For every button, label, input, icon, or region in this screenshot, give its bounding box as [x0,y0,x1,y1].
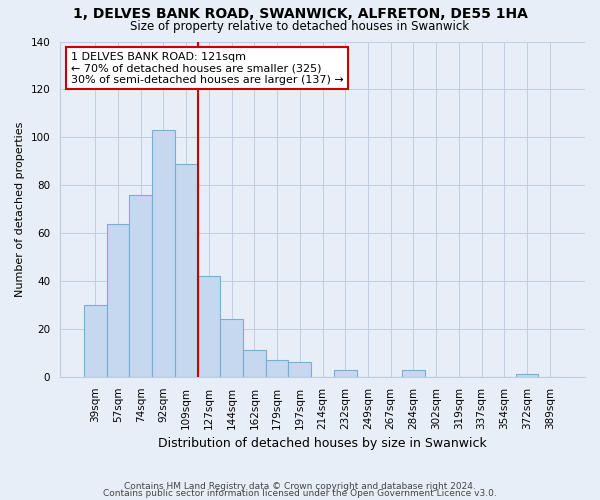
X-axis label: Distribution of detached houses by size in Swanwick: Distribution of detached houses by size … [158,437,487,450]
Text: Size of property relative to detached houses in Swanwick: Size of property relative to detached ho… [130,20,470,33]
Text: 1, DELVES BANK ROAD, SWANWICK, ALFRETON, DE55 1HA: 1, DELVES BANK ROAD, SWANWICK, ALFRETON,… [73,8,527,22]
Bar [243,350,266,377]
Bar [175,164,197,377]
Bar [266,360,289,377]
Bar [334,370,356,377]
Bar [402,370,425,377]
Bar [515,374,538,377]
Y-axis label: Number of detached properties: Number of detached properties [15,122,25,297]
Bar [152,130,175,377]
Bar [197,276,220,377]
Bar [130,195,152,377]
Text: Contains HM Land Registry data © Crown copyright and database right 2024.: Contains HM Land Registry data © Crown c… [124,482,476,491]
Bar [84,305,107,377]
Text: Contains public sector information licensed under the Open Government Licence v3: Contains public sector information licen… [103,488,497,498]
Bar [107,224,130,377]
Bar [220,320,243,377]
Bar [289,362,311,377]
Text: 1 DELVES BANK ROAD: 121sqm
← 70% of detached houses are smaller (325)
30% of sem: 1 DELVES BANK ROAD: 121sqm ← 70% of deta… [71,52,343,85]
